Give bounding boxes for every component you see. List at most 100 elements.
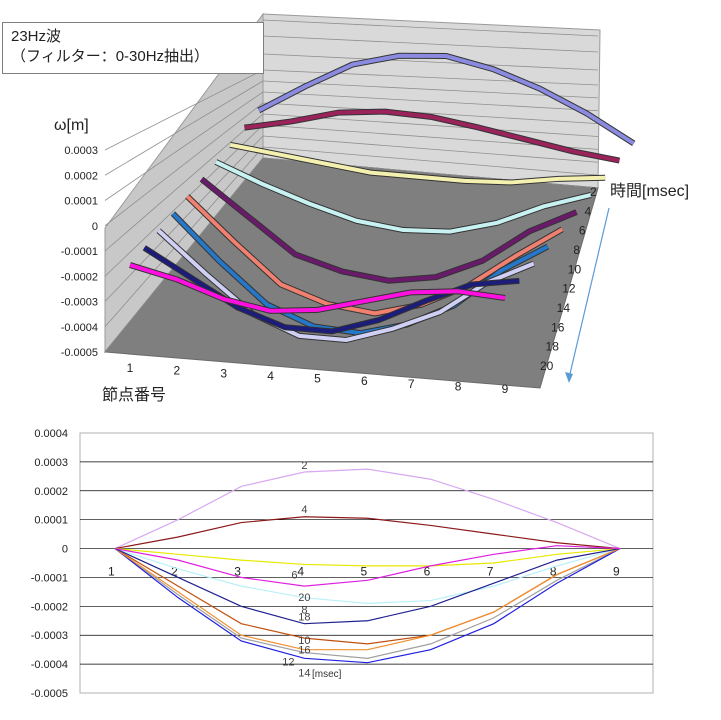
line-series-8 xyxy=(114,547,621,605)
chart-title-box: 23Hz波 （フィルター：0-30Hz抽出） xyxy=(2,22,264,74)
surface-x-tick-label: 7 xyxy=(408,377,415,391)
surface-z-tick-label: 16 xyxy=(551,320,565,334)
back-wall-gridline xyxy=(262,102,599,125)
line-x-ticks: 1 2 3 4 5 6 7 8 9 xyxy=(108,565,620,579)
surface-series-8 xyxy=(214,160,592,234)
surface-z-tick-label: 12 xyxy=(562,282,576,296)
surface-series xyxy=(129,52,636,344)
line-x-tick-label: 1 xyxy=(108,565,115,579)
surface-x-tick-label: 8 xyxy=(455,379,462,393)
surface-y-tick-label: 0 xyxy=(92,221,98,233)
surface-series-12 xyxy=(185,194,564,316)
surface-x-tick-label: 3 xyxy=(220,366,227,380)
side-wall-gridline xyxy=(104,113,264,252)
line-x-tick-label: 7 xyxy=(487,565,494,579)
side-wall-gridline xyxy=(104,146,264,328)
surface-series-20 xyxy=(129,263,506,313)
surface-z-tick-label: 14 xyxy=(557,301,571,315)
back-wall-gridline xyxy=(262,69,599,86)
side-wall-gridline xyxy=(104,80,264,176)
surface-x-tick-label: 4 xyxy=(267,369,274,383)
side-wall-gridline xyxy=(104,135,264,302)
surface-x-tick-label: 5 xyxy=(314,372,321,386)
chart-title: 23Hz波 xyxy=(11,28,62,45)
surface-x-tick-label: 9 xyxy=(502,382,509,396)
line-y-ticks: 0.0004 0.0003 0.0002 0.0001 0 -0.0001 -0.0002 -… xyxy=(31,428,68,700)
line-chart: 0.0004 0.0003 0.0002 0.0001 0 -0.0001 -0.0002 -… xyxy=(31,428,654,700)
surface-y-tick-label: 0.0002 xyxy=(64,170,98,182)
line-series-12 xyxy=(114,548,621,659)
line-series-label: 8 xyxy=(301,605,307,617)
surface-y-tick-label: -0.0002 xyxy=(61,271,98,283)
side-wall-gridline xyxy=(104,124,264,277)
back-wall-gridline xyxy=(262,146,599,176)
line-x-tick-label: 3 xyxy=(234,565,241,579)
surface-x-tick-label: 1 xyxy=(127,361,134,375)
surface-z-tick-label: 4 xyxy=(584,204,591,218)
line-series-label: 4 xyxy=(301,504,307,516)
line-series xyxy=(114,468,621,664)
line-y-tick-label: 0.0004 xyxy=(34,428,68,440)
line-series-label: 16 xyxy=(298,645,310,657)
line-series-20 xyxy=(114,545,621,587)
line-x-tick-label: 4 xyxy=(297,565,304,579)
line-y-tick-label: -0.0001 xyxy=(31,572,68,584)
line-series-label: 14 xyxy=(298,667,310,679)
line-y-tick-label: -0.0005 xyxy=(31,688,68,700)
surface-z-ticks: 2 4 6 8 10 12 14 16 18 20 xyxy=(540,185,597,373)
line-gridlines xyxy=(80,461,653,665)
surface-x-tick-label: 2 xyxy=(174,364,181,378)
line-y-tick-label: 0.0001 xyxy=(34,515,68,527)
surface-y-tick-label: -0.0005 xyxy=(61,347,98,359)
surface-y-tick-label: -0.0004 xyxy=(61,322,98,334)
line-y-tick-label: 0.0002 xyxy=(34,486,68,498)
back-wall-gridline xyxy=(262,91,599,112)
line-y-tick-label: -0.0003 xyxy=(31,630,68,642)
line-series-2 xyxy=(114,468,621,550)
surface-chart: 0.0003 0.0002 0.0001 0 -0.0001 -0.0002 -0.0003… xyxy=(54,12,689,404)
surface-x-ticks: 1 2 3 4 5 6 7 8 9 xyxy=(127,361,509,396)
time-axis-arrow xyxy=(568,207,610,379)
surface-z-tick-label: 2 xyxy=(590,185,597,199)
surface-y-tick-label: -0.0003 xyxy=(61,297,98,309)
surface-z-tick-label: 18 xyxy=(546,340,560,354)
surface-x-tick-label: 6 xyxy=(361,374,368,388)
surface-z-tick-label: 8 xyxy=(573,243,580,257)
surface-x-label: 節点番号 xyxy=(102,386,166,404)
back-wall-gridline xyxy=(262,135,599,163)
line-series-18 xyxy=(114,547,621,625)
side-wall-gridline xyxy=(104,91,264,201)
line-series-14 xyxy=(114,548,621,664)
back-wall-gridline xyxy=(262,19,599,37)
line-series-label: 20 xyxy=(298,592,310,604)
line-series-label: 2 xyxy=(301,460,307,472)
surface-z-tick-label: 10 xyxy=(568,262,582,276)
side-wall-gridline xyxy=(104,69,264,151)
surface-series-10 xyxy=(200,177,578,283)
line-series-label: 12 xyxy=(282,657,294,669)
surface-series-6 xyxy=(229,142,606,185)
line-series-4 xyxy=(114,516,621,550)
time-axis-arrowhead xyxy=(565,372,573,383)
side-wall-gridline xyxy=(104,102,264,227)
surface-y-tick-label: 0.0001 xyxy=(64,196,98,208)
surface-z-tick-label: 20 xyxy=(540,359,554,373)
surface-z-tick-label: 6 xyxy=(579,224,586,238)
surface-z-label: 時間[msec] xyxy=(610,182,689,200)
line-series-label: 6 xyxy=(291,569,297,581)
line-x-tick-label: 9 xyxy=(613,565,620,579)
line-x-tick-label: 5 xyxy=(361,565,368,579)
line-series-label: 10 xyxy=(298,635,310,647)
line-series-label: 18 xyxy=(298,612,310,624)
surface-series-4 xyxy=(244,109,620,163)
line-y-tick-label: 0 xyxy=(62,544,68,556)
line-y-tick-label: -0.0004 xyxy=(31,659,68,671)
line-y-tick-label: 0.0003 xyxy=(34,457,68,469)
surface-series-2 xyxy=(257,53,635,146)
line-unit-label: [msec] xyxy=(312,669,342,680)
line-series-16 xyxy=(114,548,621,651)
surface-y-ticks: 0.0003 0.0002 0.0001 0 -0.0001 -0.0002 -0.0003… xyxy=(61,145,98,359)
line-x-tick-label: 2 xyxy=(171,565,178,579)
